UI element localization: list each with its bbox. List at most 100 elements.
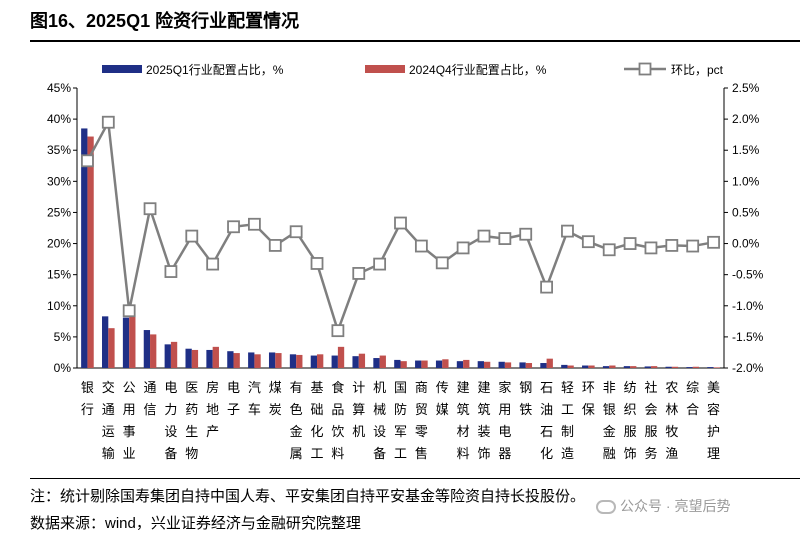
right-tick-label: 0.5% xyxy=(732,205,760,219)
category-label-char: 牧 xyxy=(665,424,678,439)
bar-2024q4 xyxy=(650,366,658,368)
change-marker xyxy=(331,324,345,338)
category-label-char: 基 xyxy=(311,380,324,395)
bar-2024q4 xyxy=(129,311,136,368)
category-label-char: 饰 xyxy=(624,446,637,461)
left-tick-label: 40% xyxy=(47,112,71,126)
category-label-char: 信 xyxy=(144,402,157,417)
category-label-char: 护 xyxy=(707,424,720,439)
bar-2024q4 xyxy=(713,367,720,368)
category-label-char: 产 xyxy=(206,424,219,439)
category-label-char: 属 xyxy=(290,446,303,461)
change-marker xyxy=(644,241,658,255)
category-label-char: 电 xyxy=(164,380,177,395)
bar-2024q4 xyxy=(609,365,616,368)
bar-2025q1 xyxy=(352,356,359,368)
category-label: 传媒 xyxy=(436,380,449,417)
category-label-char: 色 xyxy=(290,402,303,417)
category-label: 机械设备 xyxy=(373,380,386,461)
bar-2024q4 xyxy=(546,358,553,368)
category-label-char: 用 xyxy=(123,402,136,417)
category-label: 基础化工 xyxy=(311,380,324,461)
category-label-char: 饮 xyxy=(331,424,344,439)
category-label-char: 交 xyxy=(102,380,115,395)
category-label-char: 贸 xyxy=(415,402,428,417)
left-tick-label: 5% xyxy=(54,330,72,344)
category-label-char: 会 xyxy=(644,402,657,417)
change-marker xyxy=(707,235,720,249)
category-label-char: 础 xyxy=(311,402,324,417)
legend-label-2025q1: 2025Q1行业配置占比，% xyxy=(146,62,284,77)
category-label: 煤炭 xyxy=(269,380,282,417)
left-tick-label: 35% xyxy=(47,143,71,157)
category-label-char: 设 xyxy=(164,424,177,439)
category-label-char: 零 xyxy=(415,424,428,439)
category-label-char: 合 xyxy=(686,402,699,417)
category-label-char: 务 xyxy=(644,446,657,461)
category-label: 食品饮料 xyxy=(331,380,344,461)
category-label-char: 社 xyxy=(644,380,657,395)
category-label-char: 建 xyxy=(477,380,490,395)
category-label-char: 设 xyxy=(373,424,386,439)
bar-2024q4 xyxy=(317,354,324,368)
category-label-char: 工 xyxy=(561,402,574,417)
legend-swatch-2024q4 xyxy=(365,65,405,73)
category-label-char: 非 xyxy=(603,380,616,395)
category-label-char: 工 xyxy=(394,446,407,461)
left-tick-label: 20% xyxy=(47,237,71,251)
category-label-char: 备 xyxy=(373,446,386,461)
category-label-char: 备 xyxy=(164,446,177,461)
category-label: 非银金融 xyxy=(603,380,616,461)
category-label: 纺织服饰 xyxy=(624,380,637,461)
bar-2025q1 xyxy=(289,354,297,368)
change-marker xyxy=(477,229,491,243)
change-marker xyxy=(81,154,94,168)
bar-2024q4 xyxy=(212,346,219,368)
watermark-text: 公众号 · 亮望后势 xyxy=(620,498,731,514)
left-tick-label: 25% xyxy=(47,205,71,219)
left-tick-label: 45% xyxy=(47,81,71,95)
change-marker xyxy=(164,265,178,278)
category-label-char: 工 xyxy=(311,446,324,461)
category-label-char: 运 xyxy=(102,424,115,439)
category-label-char: 金 xyxy=(290,424,303,439)
category-label: 美容护理 xyxy=(707,380,720,461)
legend-label-2024q4: 2024Q4行业配置占比，% xyxy=(409,62,547,77)
category-label: 农林牧渔 xyxy=(665,380,678,461)
category-label: 交通运输 xyxy=(102,380,115,461)
right-tick-label: 0.0% xyxy=(732,237,760,251)
right-tick-label: 2.0% xyxy=(732,112,760,126)
legend-swatch-2025q1 xyxy=(102,65,142,73)
bar-2024q4 xyxy=(379,355,386,368)
bar-2024q4 xyxy=(463,359,470,368)
bar-2025q1 xyxy=(623,366,631,368)
bar-2025q1 xyxy=(310,355,318,368)
bar-2025q1 xyxy=(164,344,171,368)
change-marker xyxy=(435,256,449,270)
bar-2025q1 xyxy=(373,358,380,368)
bar-2025q1 xyxy=(686,367,693,368)
category-label-char: 铁 xyxy=(519,402,532,417)
category-label-char: 业 xyxy=(123,446,136,461)
category-label: 汽车 xyxy=(248,380,261,417)
change-marker xyxy=(561,224,574,238)
category-label-char: 渔 xyxy=(665,446,678,461)
category-label-char: 军 xyxy=(394,424,407,439)
category-label-char: 融 xyxy=(603,446,616,461)
category-label-char: 石 xyxy=(540,424,553,439)
bar-2024q4 xyxy=(170,341,178,368)
bar-2024q4 xyxy=(442,359,449,368)
change-marker xyxy=(623,237,637,250)
category-label-char: 材 xyxy=(457,424,470,439)
bar-2025q1 xyxy=(143,330,151,368)
category-label-char: 保 xyxy=(582,402,595,417)
bar-2024q4 xyxy=(525,363,533,368)
category-label-char: 计 xyxy=(352,380,365,395)
category-label-char: 械 xyxy=(373,402,386,417)
category-label-char: 装 xyxy=(477,424,490,439)
category-label-char: 造 xyxy=(561,446,574,461)
change-marker xyxy=(185,229,199,243)
bar-2025q1 xyxy=(81,128,88,368)
change-marker xyxy=(519,227,533,241)
bar-2024q4 xyxy=(233,353,240,368)
